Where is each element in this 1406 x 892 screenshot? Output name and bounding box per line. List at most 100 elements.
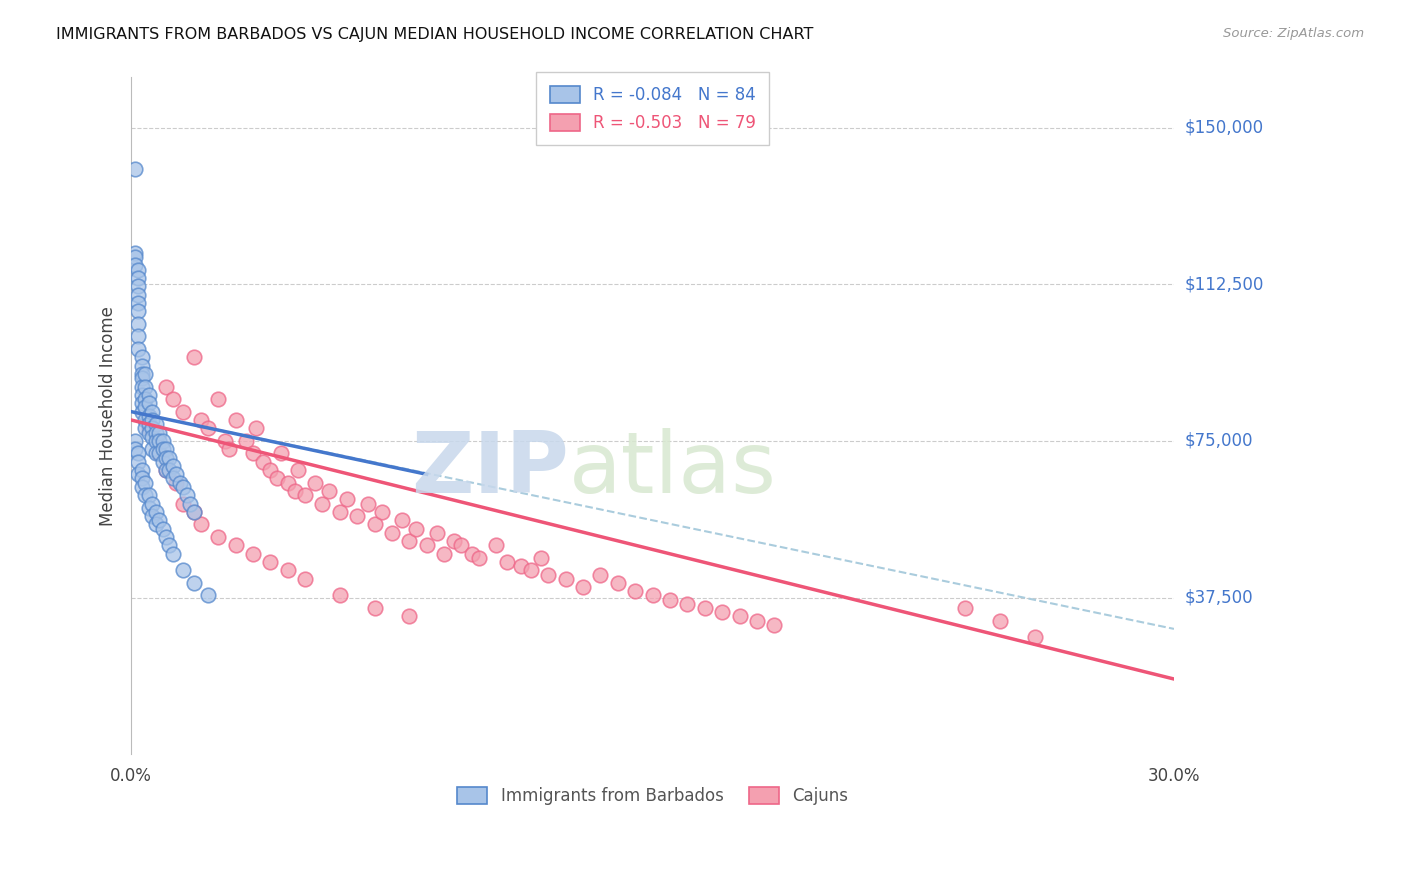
Point [138,396,160,410]
Point [155,463,177,477]
Point [138,500,160,515]
Point [485,538,508,552]
Point [148,446,170,460]
Point [728,609,751,624]
Point [520,563,543,577]
Point [159,463,181,477]
Point [141,404,163,418]
Point [398,534,420,549]
Point [131,388,153,402]
Point [381,525,404,540]
Point [127,467,149,482]
Point [162,547,184,561]
Point [207,392,229,406]
Point [127,342,149,356]
Point [131,359,153,373]
Point [370,505,392,519]
Point [391,513,413,527]
Point [294,572,316,586]
Text: Source: ZipAtlas.com: Source: ZipAtlas.com [1223,27,1364,40]
Point [190,517,212,532]
Point [183,505,205,519]
Point [318,483,340,498]
Point [131,351,153,365]
Point [356,497,378,511]
Point [127,446,149,460]
Text: atlas: atlas [569,428,778,511]
Point [131,463,153,477]
Point [641,589,664,603]
Point [329,589,352,603]
Point [245,421,267,435]
Point [134,475,156,490]
Point [509,559,531,574]
Point [214,434,236,448]
Point [554,572,576,586]
Point [988,614,1011,628]
Point [659,592,682,607]
Point [676,597,699,611]
Point [277,563,299,577]
Point [468,550,491,565]
Point [606,576,628,591]
Point [134,379,156,393]
Text: $75,000: $75,000 [1185,432,1254,450]
Point [124,246,146,260]
Point [336,492,359,507]
Point [172,563,194,577]
Point [141,442,163,457]
Point [145,425,167,440]
Point [127,296,149,310]
Point [277,475,299,490]
Point [127,262,149,277]
Point [745,614,768,628]
Point [190,413,212,427]
Point [124,434,146,448]
Point [179,497,201,511]
Point [183,505,205,519]
Point [155,450,177,465]
Point [270,446,292,460]
Point [141,413,163,427]
Point [346,509,368,524]
Point [259,555,281,569]
Point [207,530,229,544]
Point [159,450,181,465]
Point [148,446,170,460]
Point [711,605,734,619]
Text: ZIP: ZIP [412,428,569,511]
Point [252,455,274,469]
Point [127,279,149,293]
Point [398,609,420,624]
Point [131,396,153,410]
Point [127,304,149,318]
Point [266,471,288,485]
Point [294,488,316,502]
Point [218,442,240,457]
Point [155,463,177,477]
Point [127,455,149,469]
Y-axis label: Median Household Income: Median Household Income [100,306,117,525]
Point [127,287,149,301]
Point [145,417,167,432]
Point [141,497,163,511]
Point [152,434,174,448]
Point [693,601,716,615]
Point [138,421,160,435]
Point [165,467,187,482]
Point [138,417,160,432]
Point [152,522,174,536]
Point [138,488,160,502]
Point [141,421,163,435]
Point [450,538,472,552]
Point [589,567,612,582]
Point [155,530,177,544]
Point [537,567,560,582]
Point [152,442,174,457]
Point [197,589,219,603]
Point [572,580,595,594]
Point [461,547,484,561]
Point [259,463,281,477]
Point [225,413,247,427]
Point [148,513,170,527]
